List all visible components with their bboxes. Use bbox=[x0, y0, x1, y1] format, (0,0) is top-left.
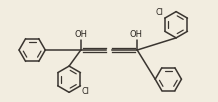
Text: OH: OH bbox=[74, 30, 87, 39]
Text: Cl: Cl bbox=[82, 87, 89, 96]
Text: OH: OH bbox=[130, 30, 143, 39]
Text: Cl: Cl bbox=[156, 8, 164, 17]
